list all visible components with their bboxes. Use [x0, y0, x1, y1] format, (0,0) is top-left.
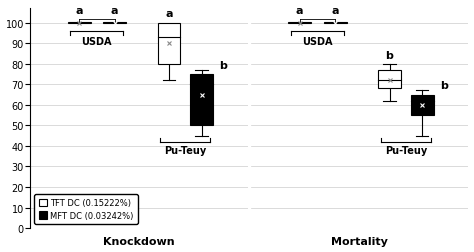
Text: USDA: USDA: [302, 37, 333, 47]
Bar: [68, 22, 91, 23]
Text: Pu-Teuy: Pu-Teuy: [164, 145, 207, 155]
Text: a: a: [111, 6, 118, 16]
Bar: [378, 71, 401, 89]
Text: a: a: [165, 9, 173, 19]
Text: a: a: [331, 6, 339, 16]
Text: a: a: [296, 6, 303, 16]
Legend: TFT DC (0.15222%), MFT DC (0.03242%): TFT DC (0.15222%), MFT DC (0.03242%): [34, 195, 138, 224]
Bar: [411, 95, 434, 116]
Text: a: a: [75, 6, 83, 16]
Text: USDA: USDA: [82, 37, 112, 47]
Bar: [288, 22, 311, 23]
Bar: [157, 23, 181, 65]
Bar: [324, 22, 346, 23]
X-axis label: Mortality: Mortality: [331, 237, 388, 246]
Bar: [103, 22, 126, 23]
Text: b: b: [440, 81, 448, 91]
Text: b: b: [385, 50, 393, 60]
Bar: [190, 75, 213, 126]
X-axis label: Knockdown: Knockdown: [103, 237, 175, 246]
Text: Pu-Teuy: Pu-Teuy: [385, 145, 427, 155]
Text: b: b: [219, 60, 228, 71]
